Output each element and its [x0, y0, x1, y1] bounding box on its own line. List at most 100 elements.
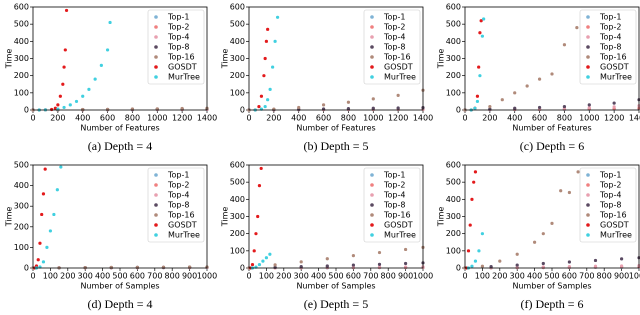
x-tick-label: 100: [259, 272, 274, 281]
legend-marker: [154, 203, 158, 207]
scatter-point: [475, 94, 480, 98]
legend-marker: [586, 193, 590, 197]
subplot: 0 100 200 300 400 500 600 0 200 400 600 800 1000 1200…: [437, 3, 640, 153]
caption: (e) Depth = 5: [304, 297, 368, 311]
y-tick-label: 500: [446, 178, 461, 187]
y-tick-label: 500: [14, 20, 29, 29]
legend-marker: [586, 15, 590, 19]
x-tick-label: 200: [60, 272, 75, 281]
scatter-point: [533, 240, 537, 244]
y-tick-label: 500: [230, 178, 245, 187]
scatter-point: [478, 74, 482, 78]
scatter-point: [479, 19, 483, 23]
y-tick-label: 500: [14, 161, 29, 170]
x-tick-label: 0: [30, 114, 35, 123]
scatter-point: [515, 263, 519, 267]
x-tick-label: 100: [43, 272, 58, 281]
scatter-point: [252, 249, 256, 253]
legend-box: [363, 167, 421, 243]
scatter-point: [299, 260, 303, 264]
scatter-point: [396, 93, 400, 98]
scatter-point: [325, 257, 329, 261]
scatter-point: [466, 249, 471, 253]
scatter-point: [480, 264, 484, 268]
scatter-point: [299, 265, 303, 269]
scatter-point: [135, 265, 139, 269]
y-tick-label: 300: [446, 212, 461, 221]
legend-marker: [154, 55, 158, 59]
legend-marker: [370, 25, 374, 29]
legend-box: [147, 9, 205, 85]
scatter-point: [500, 98, 504, 102]
y-tick-label: 0: [24, 106, 29, 115]
legend-marker: [586, 173, 590, 177]
legend-marker: [154, 65, 158, 69]
plot-frame: [464, 164, 640, 269]
legend-marker: [154, 15, 158, 19]
y-tick-label: 200: [14, 222, 29, 231]
scatter-point: [68, 103, 72, 107]
legend-label: Top-1: [599, 13, 621, 22]
legend-marker: [154, 35, 158, 39]
x-tick-label: 400: [95, 272, 110, 281]
subplot: 0 100 200 300 400 500 600 0 200 400 600 800 1000 1200…: [221, 3, 434, 153]
scatter-point: [56, 103, 60, 107]
legend-marker: [370, 233, 374, 237]
scatter-point: [559, 189, 563, 193]
scatter-point: [550, 72, 554, 76]
scatter-point: [41, 192, 46, 196]
legend-label: Top-16: [167, 53, 195, 62]
scatter-point: [52, 212, 56, 217]
scatter-point: [266, 98, 270, 102]
y-tick-label: 400: [14, 181, 29, 190]
scatter-point: [259, 94, 264, 98]
scatter-point: [562, 43, 567, 47]
scatter-point: [257, 262, 262, 267]
legend-label: Top-8: [383, 43, 405, 52]
y-axis-label: Time: [437, 49, 446, 70]
y-tick-label: 100: [14, 243, 29, 252]
scatter-point: [43, 167, 47, 171]
y-tick-label: 500: [230, 20, 245, 29]
x-tick-label: 700: [363, 272, 378, 281]
y-tick-label: 200: [230, 71, 245, 80]
x-axis-label: Number of Features: [512, 124, 591, 133]
x-tick-label: 600: [346, 272, 361, 281]
x-axis-label: Number of Samples: [296, 282, 375, 291]
scatter-point: [62, 65, 66, 69]
x-tick-label: 800: [557, 114, 572, 123]
scatter-point: [351, 263, 355, 267]
scatter-point: [567, 265, 572, 269]
x-tick-label: 600: [100, 114, 115, 123]
legend-marker: [154, 233, 158, 237]
legend-label: Top-8: [383, 201, 405, 210]
x-tick-label: 400: [507, 114, 522, 123]
scatter-point: [550, 221, 554, 225]
legend-marker: [370, 213, 374, 217]
scatter-point: [371, 106, 375, 110]
x-tick-label: 500: [112, 272, 127, 281]
x-tick-label: 800: [597, 272, 612, 281]
scatter-point: [562, 104, 567, 109]
x-tick-label: 1000: [413, 272, 433, 281]
x-tick-label: 300: [78, 272, 93, 281]
scatter-point: [567, 260, 572, 264]
y-tick-label: 600: [230, 161, 245, 170]
scatter-point: [587, 103, 591, 107]
x-tick-label: 1200: [172, 114, 192, 123]
y-tick-label: 400: [230, 37, 245, 46]
x-tick-label: 100: [475, 272, 490, 281]
x-tick-label: 400: [291, 114, 306, 123]
scatter-point: [36, 258, 40, 262]
legend-label: Top-2: [599, 23, 621, 32]
legend-marker: [154, 173, 158, 177]
y-tick-label: 600: [446, 3, 461, 12]
legend-label: Top-2: [167, 23, 189, 32]
x-tick-label: 300: [294, 272, 309, 281]
legend-marker: [370, 203, 374, 207]
legend-marker: [370, 223, 374, 227]
x-tick-label: 200: [50, 114, 65, 123]
